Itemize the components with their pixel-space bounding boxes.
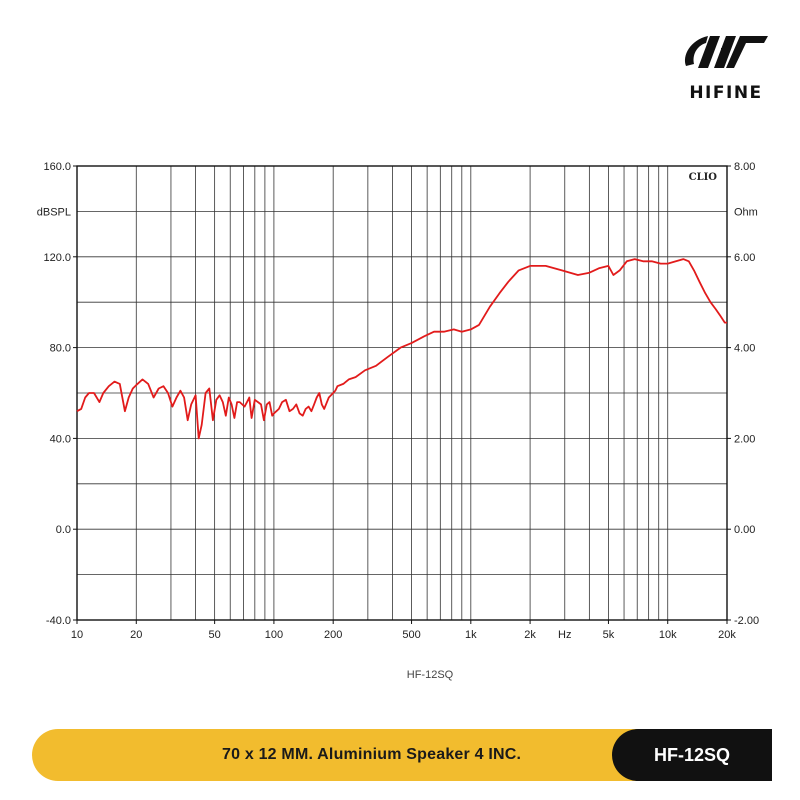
chart-tick-label-y2: 2.00 bbox=[734, 433, 755, 445]
chart-tick-label-x: 10k bbox=[659, 629, 677, 641]
chart-tick-label-x: 1k bbox=[465, 629, 477, 641]
chart-tick-label-y2: 6.00 bbox=[734, 252, 755, 264]
chart-tick-label-y2: -2.00 bbox=[734, 615, 759, 627]
chart-tick-label-x: 10 bbox=[71, 629, 83, 641]
chart-tick-label-y: 120.0 bbox=[43, 252, 71, 264]
chart-tick-label-x: 500 bbox=[402, 629, 420, 641]
chart-axis-labels: 160.0 120.0 80.0 40.0 0.0 -40.0 8.00 6.00 4.00 2.… bbox=[37, 161, 759, 681]
chart-tick-label-y2: 8.00 bbox=[734, 161, 755, 173]
chart-tick-label-y: -40.0 bbox=[46, 615, 71, 627]
chart-corner-label: CLIO bbox=[689, 172, 718, 183]
chart-xlabel: Hz bbox=[558, 629, 571, 641]
product-model: HF-12SQ bbox=[653, 745, 731, 765]
chart-tick-label-y: 40.0 bbox=[50, 433, 71, 445]
chart-grid bbox=[73, 165, 731, 624]
hifine-logo: HIFINE bbox=[684, 36, 768, 103]
chart-tick-label-y: 80.0 bbox=[50, 343, 71, 355]
chart-tick-label-x: 20 bbox=[130, 629, 142, 641]
chart-frame bbox=[76, 165, 728, 621]
chart-tick-label-x: 100 bbox=[265, 629, 283, 641]
chart-tick-label-x: 5k bbox=[603, 629, 615, 641]
chart-series bbox=[76, 258, 727, 440]
chart-series-line bbox=[76, 258, 727, 440]
chart-tick-label-y: 0.0 bbox=[56, 524, 71, 536]
brand-wordmark: HIFINE bbox=[689, 83, 762, 103]
chart-tick-label-y: 160.0 bbox=[43, 161, 71, 173]
chart-tick-label-x: 50 bbox=[209, 629, 221, 641]
chart-tick-label-x: 200 bbox=[324, 629, 342, 641]
chart-tick-label-y2: 0.00 bbox=[734, 524, 755, 536]
chart-tick-label-y2: 4.00 bbox=[734, 343, 755, 355]
chart-caption: HF-12SQ bbox=[407, 669, 454, 681]
frequency-response-chart: 160.0 120.0 80.0 40.0 0.0 -40.0 8.00 6.00 4.00 2.… bbox=[37, 161, 759, 681]
banner-black-tab bbox=[612, 729, 772, 781]
chart-tick-label-x: 20k bbox=[718, 629, 736, 641]
chart-ylabel: dBSPL bbox=[37, 206, 71, 218]
product-description: 70 x 12 MM. Aluminium Speaker 4 INC. bbox=[222, 746, 522, 763]
banner-yellow-bar bbox=[32, 729, 672, 781]
product-banner: 70 x 12 MM. Aluminium Speaker 4 INC. HF-… bbox=[32, 729, 772, 781]
chart-y2label: Ohm bbox=[734, 206, 758, 218]
chart-tick-label-x: 2k bbox=[524, 629, 536, 641]
